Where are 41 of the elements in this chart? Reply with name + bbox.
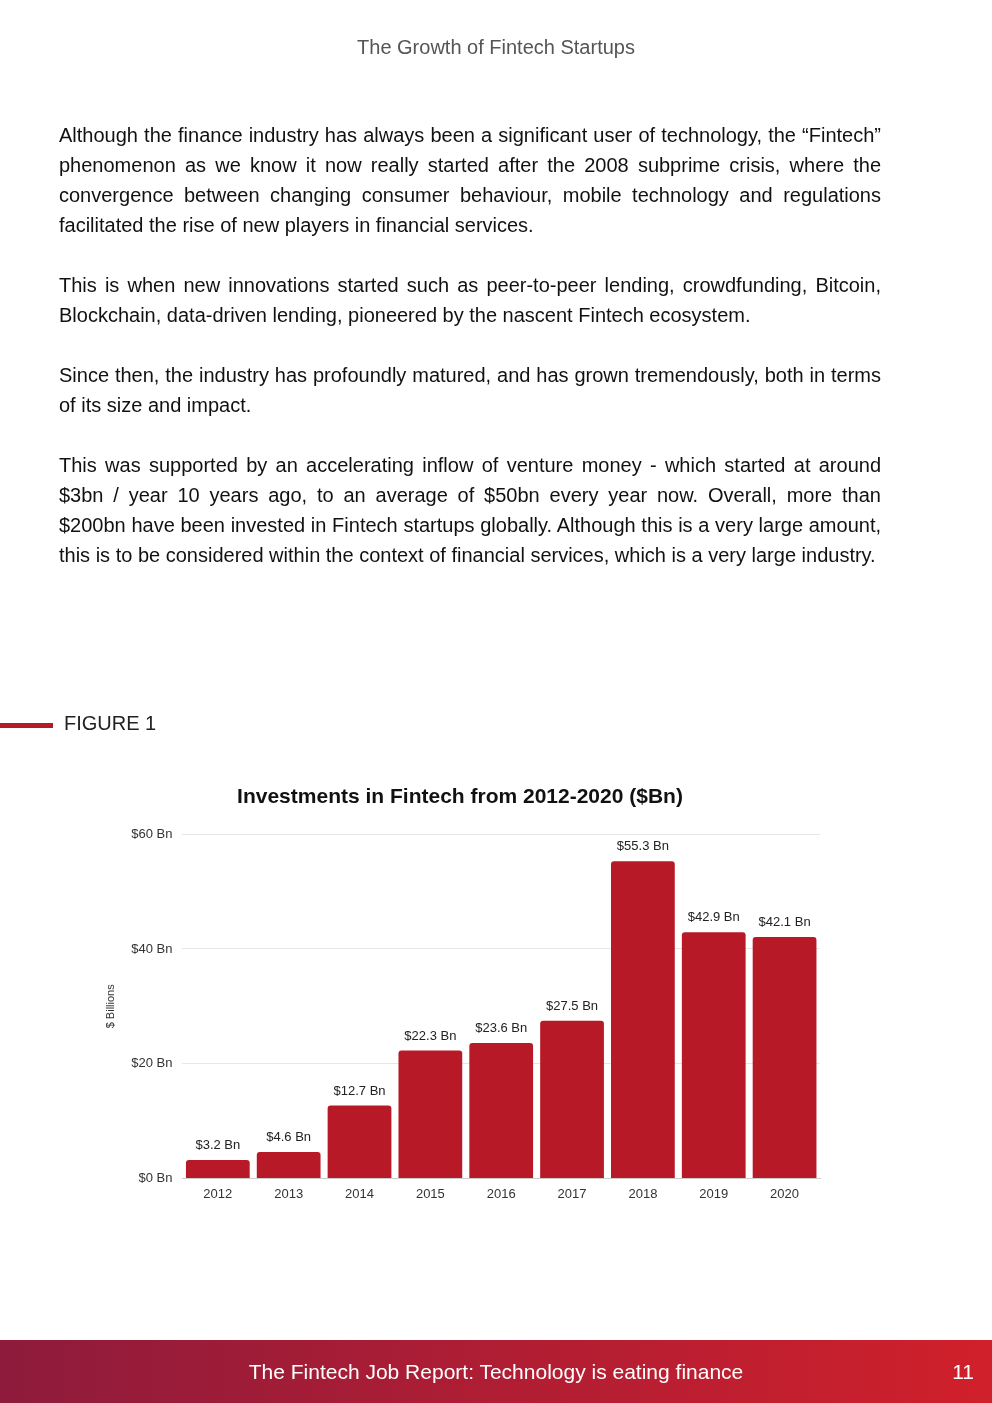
data-label: $4.6 Bn xyxy=(266,1129,312,1145)
x-tick-label: 2018 xyxy=(628,1185,658,1201)
data-label: $27.5 Bn xyxy=(546,997,599,1013)
x-tick-label: 2013 xyxy=(274,1185,304,1201)
bar xyxy=(256,1152,321,1178)
x-tick-label: 2014 xyxy=(345,1185,374,1201)
bar xyxy=(611,861,675,1178)
text: Although the finance industry has always been a significant user of technology, the “Fintech” phenomenon as we know it now really started after the 2008 subprime crisis, where the convergence between changing consumer behaviour, mobile technology and regulations facilitated the rise of new players in financial services. xyxy=(59,123,881,238)
data-label: $3.2 Bn xyxy=(195,1137,241,1153)
data-label: $42.1 Bn xyxy=(758,913,811,929)
bar xyxy=(681,932,746,1178)
x-tick-label: 2020 xyxy=(770,1185,800,1201)
data-label: $42.9 Bn xyxy=(687,909,740,925)
bar xyxy=(327,1105,392,1178)
bar xyxy=(398,1050,463,1178)
data-label: $12.7 Bn xyxy=(333,1082,386,1098)
bar xyxy=(540,1020,604,1178)
x-tick-label: 2017 xyxy=(557,1185,587,1201)
chart-title: Investments in Fintech from 2012-2020 ($Bn) xyxy=(237,784,683,808)
y-tick-label: $0 Bn xyxy=(138,1169,173,1185)
y-tick-label: $20 Bn xyxy=(131,1055,173,1071)
data-label: $55.3 Bn xyxy=(616,838,669,854)
bar xyxy=(469,1043,534,1178)
x-tick-label: 2019 xyxy=(699,1185,729,1201)
caption: FIGURE 1 xyxy=(64,712,157,735)
text: The Fintech Job Report: Technology is eating finance xyxy=(248,1360,744,1383)
y-axis-title: $ Billions xyxy=(103,983,116,1029)
text: This is when new innovations started such as peer-to-peer lending, crowdfunding, Bitcoin, Blockchain, data-driven lending, pioneered by the nascent Fintech ecosystem. xyxy=(59,273,881,328)
y-tick-label: $40 Bn xyxy=(131,940,173,956)
y-tick-label: $60 Bn xyxy=(131,825,173,841)
text: Since then, the industry has profoundly matured, and has grown tremendously, both in terms of its size and impact. xyxy=(59,363,881,418)
data-label: $23.6 Bn xyxy=(475,1020,528,1036)
x-tick-label: 2016 xyxy=(486,1185,516,1201)
bar xyxy=(752,936,817,1178)
x-tick-label: 2015 xyxy=(415,1185,445,1201)
text: 11 xyxy=(952,1360,974,1384)
text: This was supported by an accelerating inflow of venture money - which started at around $3bn / year 10 years ago, to an average of $50bn every year now. Overall, more than $200bn have been invested in Fintech startups globally. Although this is a very large amount, this is to be considered within the context of financial services, which is a very large industry. xyxy=(59,453,881,568)
x-tick-label: 2012 xyxy=(203,1185,233,1201)
bar xyxy=(185,1160,250,1178)
text: The Growth of Fintech Startups xyxy=(356,36,636,59)
data-label: $22.3 Bn xyxy=(404,1027,457,1043)
